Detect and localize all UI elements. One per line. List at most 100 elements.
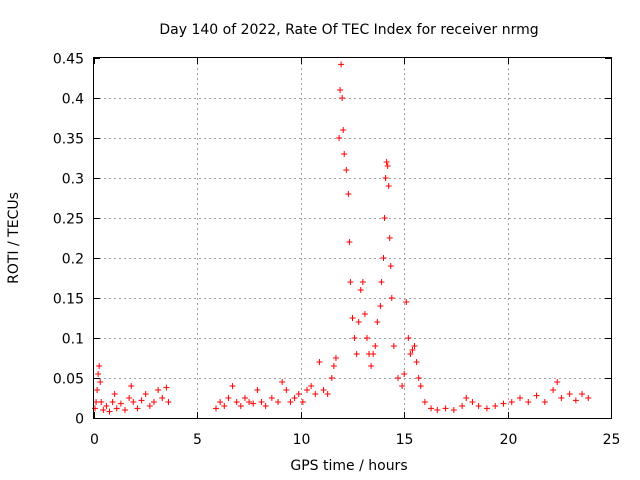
data-point <box>94 387 101 393</box>
y-tick-label: 0.05 <box>53 372 84 388</box>
data-point <box>287 399 294 405</box>
data-point <box>146 403 153 409</box>
data-point <box>363 335 370 341</box>
data-point <box>341 151 348 157</box>
data-point <box>126 395 133 401</box>
data-point <box>304 387 311 393</box>
y-tick-label: 0.35 <box>53 132 84 148</box>
data-point <box>377 303 384 309</box>
data-point <box>508 399 515 405</box>
data-point <box>337 87 344 93</box>
data-point <box>351 335 358 341</box>
data-point <box>262 403 269 409</box>
data-point <box>254 387 261 393</box>
data-point <box>268 395 275 401</box>
tick-labels: 0 0.05 0.1 0.15 0.2 0.25 0.3 0.35 0.4 0.45 0 5 10 15 2… <box>53 52 621 449</box>
x-tick-label: 5 <box>193 432 202 448</box>
data-point <box>353 351 360 357</box>
data-point <box>384 163 391 169</box>
data-point <box>122 407 129 413</box>
data-point <box>386 235 393 241</box>
data-point <box>405 335 412 341</box>
y-tick-label: 0 <box>75 412 84 428</box>
data-point <box>97 379 104 385</box>
data-points <box>92 61 592 415</box>
data-point <box>142 391 149 397</box>
data-point <box>221 403 228 409</box>
data-point <box>113 405 120 412</box>
plot-frame <box>93 57 612 419</box>
data-point <box>380 255 387 261</box>
data-point <box>92 405 99 412</box>
data-point <box>128 383 135 389</box>
y-tick-label: 0.1 <box>62 332 84 348</box>
data-point <box>95 371 102 377</box>
data-point <box>312 391 319 397</box>
data-point <box>401 371 408 377</box>
data-point <box>103 403 110 409</box>
data-point <box>585 395 592 401</box>
data-point <box>159 395 166 401</box>
data-point <box>233 399 240 405</box>
data-point <box>525 399 532 405</box>
data-point <box>383 159 390 165</box>
data-point <box>163 384 170 391</box>
data-point <box>98 399 105 405</box>
y-tick-label: 0.4 <box>62 92 84 108</box>
data-point <box>96 363 103 369</box>
data-point <box>558 395 565 401</box>
data-point <box>554 379 561 385</box>
y-tick-label: 0.45 <box>53 52 84 68</box>
data-point <box>117 400 124 407</box>
data-point <box>572 397 579 404</box>
data-point <box>483 405 490 412</box>
data-point <box>415 375 422 381</box>
x-tick-label: 20 <box>500 432 518 448</box>
y-tick-label: 0.2 <box>62 252 84 268</box>
data-point <box>291 395 298 401</box>
data-point <box>340 127 347 133</box>
data-point <box>330 363 337 369</box>
y-tick-label: 0.25 <box>53 212 84 228</box>
x-tick-label: 15 <box>396 432 414 448</box>
chart-title: Day 140 of 2022, Rate Of TEC Index for r… <box>159 22 538 38</box>
data-point <box>283 387 290 393</box>
data-point <box>500 400 507 407</box>
data-point <box>381 215 388 221</box>
data-point <box>165 399 172 405</box>
data-point <box>533 392 540 399</box>
data-point <box>550 387 557 393</box>
data-point <box>387 263 394 269</box>
data-point <box>100 407 107 413</box>
data-point <box>338 61 345 68</box>
data-point <box>229 383 236 389</box>
data-point <box>217 399 224 405</box>
data-point <box>463 395 470 401</box>
y-tick-label: 0.15 <box>53 292 84 308</box>
data-point <box>359 279 366 285</box>
data-point <box>388 295 395 301</box>
data-point <box>407 351 414 357</box>
y-axis-label: ROTI / TECUs <box>6 192 22 284</box>
data-point <box>134 405 141 412</box>
data-point <box>579 391 586 397</box>
data-point <box>150 399 157 405</box>
data-point <box>469 399 476 405</box>
data-point <box>345 191 352 197</box>
data-point <box>93 399 100 405</box>
data-point <box>385 183 392 189</box>
data-point <box>517 395 524 401</box>
x-axis-label: GPS time / hours <box>290 458 407 474</box>
data-point <box>130 399 137 405</box>
data-point <box>361 311 368 317</box>
data-point <box>279 379 286 385</box>
data-point <box>346 239 353 245</box>
data-point <box>343 167 350 173</box>
data-point <box>434 407 441 413</box>
data-point <box>155 387 162 393</box>
data-point <box>372 343 379 349</box>
data-point <box>106 408 113 415</box>
data-point <box>394 375 401 381</box>
data-point <box>250 400 257 407</box>
